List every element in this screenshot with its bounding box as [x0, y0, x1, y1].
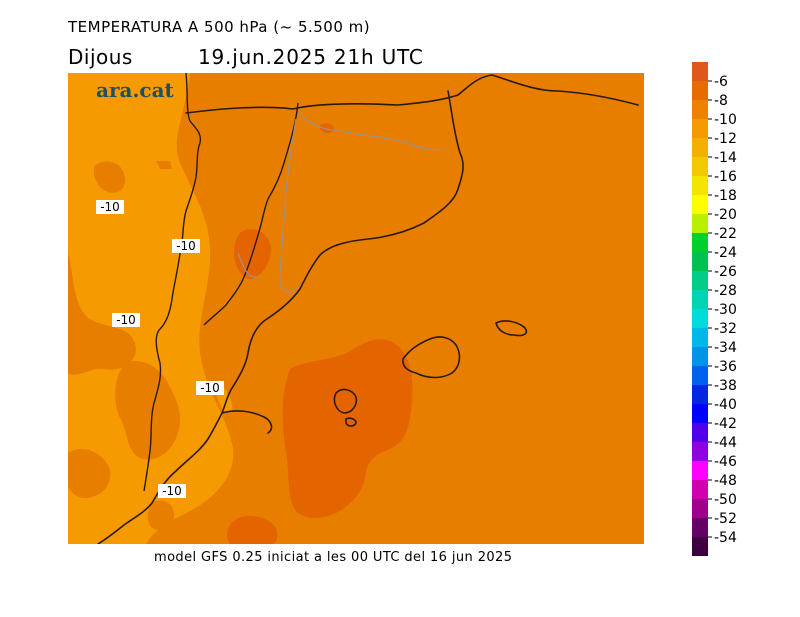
day-label: Dijous — [68, 45, 133, 69]
border-east-grey — [237, 252, 259, 278]
legend-label: -28 — [714, 283, 737, 299]
legend-swatch — [692, 100, 708, 119]
legend-label: -26 — [714, 264, 737, 280]
contour-blob-south — [147, 500, 175, 531]
island-formentera — [345, 417, 357, 427]
legend-swatch — [692, 81, 708, 100]
legend-labels: -6 -8 -10 -12 -14 -16 -18 -20 -22 -24 -26 -28 -30 -32… — [708, 74, 737, 546]
legend-label: -22 — [714, 226, 737, 242]
legend-label: -42 — [714, 416, 737, 432]
legend-label: -14 — [714, 150, 737, 166]
contour-blob-west — [68, 253, 136, 375]
contour-label-3: -10 — [112, 313, 140, 327]
legend-swatch — [692, 461, 708, 480]
island-ibiza — [333, 388, 358, 414]
contour-warm-mediterranean — [282, 339, 413, 518]
legend-label: -30 — [714, 302, 737, 318]
legend-swatch — [692, 499, 708, 518]
legend-label: -36 — [714, 359, 737, 375]
legend-label: -44 — [714, 435, 737, 451]
legend-label: -10 — [714, 112, 737, 128]
contour-label-4: -10 — [196, 381, 224, 395]
legend-label: -20 — [714, 207, 737, 223]
legend-swatch — [692, 442, 708, 461]
ara-cat-logo: ara.cat — [96, 78, 175, 102]
legend-swatch — [692, 176, 708, 195]
contour-warm-pyrenees — [320, 123, 335, 134]
legend-label: -12 — [714, 131, 737, 147]
legend-label: -46 — [714, 454, 737, 470]
model-info-footer: model GFS 0.25 iniciat a les 00 UTC del … — [154, 550, 513, 565]
contour-warm-south — [227, 515, 278, 544]
legend-label: -50 — [714, 492, 737, 508]
legend-swatch — [692, 537, 708, 556]
legend-swatch — [692, 157, 708, 176]
legend-swatch — [692, 138, 708, 157]
date-label: 19.jun.2025 21h UTC — [198, 45, 424, 69]
contour-label-4-text: -10 — [200, 381, 220, 395]
legend-label: -54 — [714, 530, 737, 546]
legend-label: -40 — [714, 397, 737, 413]
legend-swatch — [692, 62, 708, 81]
contour-blob-center — [115, 361, 181, 460]
legend-swatch — [692, 385, 708, 404]
chart-title: TEMPERATURA A 500 hPa (~ 5.500 m) — [68, 18, 371, 36]
island-menorca — [495, 320, 528, 337]
legend-label: -16 — [714, 169, 737, 185]
legend-swatch — [692, 195, 708, 214]
contour-blob-north — [156, 161, 172, 169]
contour-labels: -10 -10 -10 -10 -10 — [96, 200, 224, 498]
contour-label-1: -10 — [96, 200, 124, 214]
border-spain-france — [297, 112, 447, 151]
legend-label: -32 — [714, 321, 737, 337]
legend-swatch — [692, 271, 708, 290]
legend-label: -8 — [714, 93, 728, 109]
border-aragon-west — [143, 73, 202, 492]
coast-valencia — [221, 410, 273, 434]
coast-north-france — [185, 74, 639, 114]
legend-label: -24 — [714, 245, 737, 261]
color-scale-legend: -6 -8 -10 -12 -14 -16 -18 -20 -22 -24 -26 -28 -30 -32… — [692, 62, 737, 556]
legend-label: -18 — [714, 188, 737, 204]
legend-swatch — [692, 119, 708, 138]
contour-label-5-text: -10 — [162, 484, 182, 498]
legend-swatch — [692, 252, 708, 271]
legend-swatch — [692, 309, 708, 328]
legend-swatch — [692, 328, 708, 347]
borders — [143, 73, 447, 492]
legend-swatch — [692, 480, 708, 499]
legend-swatch — [692, 290, 708, 309]
island-mallorca — [402, 336, 461, 379]
legend-label: -6 — [714, 74, 728, 90]
legend-swatch — [692, 233, 708, 252]
contour-label-5: -10 — [158, 484, 186, 498]
contour-label-3-text: -10 — [116, 313, 136, 327]
legend-swatch — [692, 518, 708, 537]
legend-swatches — [692, 62, 708, 556]
legend-swatch — [692, 366, 708, 385]
legend-label: -38 — [714, 378, 737, 394]
border-aragon-catalonia-grey — [279, 118, 299, 293]
legend-swatch — [692, 347, 708, 366]
contour-label-1-text: -10 — [100, 200, 120, 214]
legend-label: -48 — [714, 473, 737, 489]
legend-swatch — [692, 214, 708, 233]
contour-label-2: -10 — [172, 239, 200, 253]
contour-label-2-text: -10 — [176, 239, 196, 253]
legend-swatch — [692, 404, 708, 423]
legend-label: -52 — [714, 511, 737, 527]
legend-swatch — [692, 423, 708, 442]
temperature-map: -10 -10 -10 -10 -10 ara.cat — [68, 73, 644, 544]
contour-blob-nw — [93, 161, 126, 193]
contour-blob-sw — [68, 449, 111, 499]
legend-label: -34 — [714, 340, 737, 356]
border-aragon-catalonia — [203, 102, 299, 326]
